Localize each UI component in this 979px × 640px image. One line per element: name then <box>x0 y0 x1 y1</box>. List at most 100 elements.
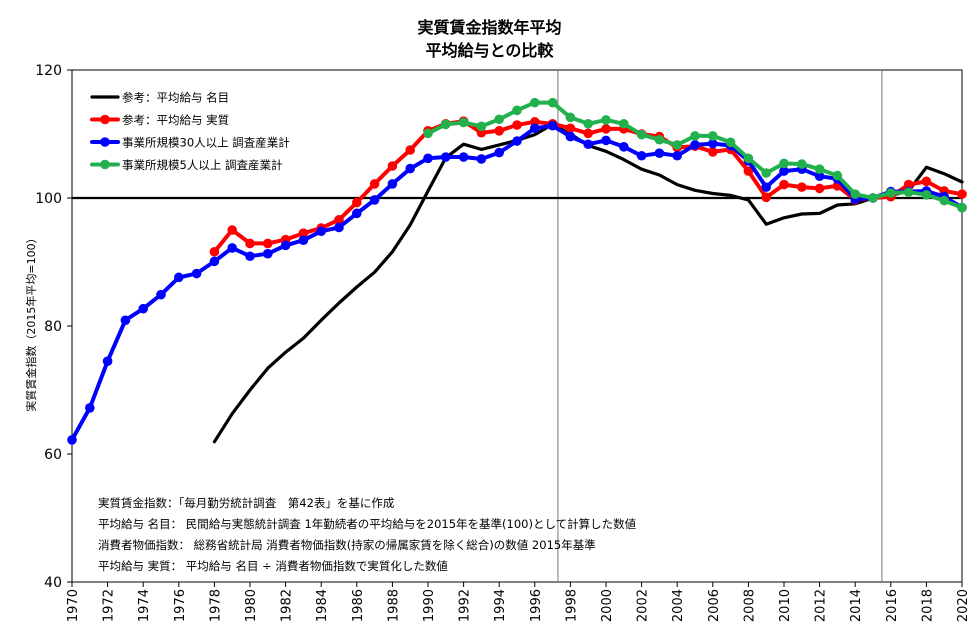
data-point <box>547 97 558 108</box>
data-point <box>921 176 932 187</box>
legend-marker <box>100 159 110 170</box>
data-point <box>280 240 291 251</box>
data-point <box>352 197 362 208</box>
data-point <box>601 115 611 125</box>
data-point <box>352 208 362 219</box>
data-point <box>476 154 487 164</box>
data-point <box>458 152 469 162</box>
note-line: 平均給与 名目： 民間給与実態統計調査 1年勤続者の平均給与を2015年を基準(… <box>98 517 637 531</box>
y-tick-label: 60 <box>44 447 62 463</box>
x-tick-label: 1988 <box>386 589 401 622</box>
data-point <box>779 166 789 176</box>
series-line <box>212 122 964 444</box>
x-tick-label: 2020 <box>956 589 971 622</box>
data-point <box>263 238 273 249</box>
data-point <box>636 129 647 140</box>
data-point <box>690 140 700 150</box>
y-tick-label: 120 <box>35 63 62 79</box>
x-tick-label: 2010 <box>778 589 793 622</box>
data-point <box>263 248 273 259</box>
x-tick-label: 1990 <box>422 589 437 622</box>
data-point <box>334 214 344 225</box>
data-point <box>708 131 718 141</box>
data-point <box>102 356 113 367</box>
data-point <box>565 112 576 123</box>
data-point <box>316 226 327 237</box>
note-line: 消費者物価指数： 総務省統計局 消費者物価指数(持家の帰属家賃を除く総合)の数値… <box>98 538 596 552</box>
data-point <box>298 228 309 238</box>
chart-title: 実質賃金指数年平均 <box>417 18 562 37</box>
source-notes: 実質賃金指数：「毎月勤労統計調査 第42表」を基に作成 平均給与 名目： 民間給… <box>98 493 636 577</box>
data-point <box>120 315 131 326</box>
data-point <box>690 131 700 141</box>
legend-label: 参考：平均給与 名目 <box>122 91 229 105</box>
data-point <box>583 118 593 129</box>
data-point <box>369 195 380 205</box>
data-point <box>227 243 237 253</box>
data-point <box>761 192 771 203</box>
data-point <box>245 238 255 249</box>
data-point <box>814 164 825 174</box>
data-point <box>530 97 540 108</box>
data-point <box>565 123 576 134</box>
data-point <box>369 179 380 189</box>
data-point <box>583 128 593 139</box>
data-point <box>494 114 505 125</box>
data-point <box>227 225 237 235</box>
data-point <box>423 153 433 164</box>
data-point <box>191 268 202 279</box>
x-tick-label: 1970 <box>66 589 81 622</box>
data-point <box>67 435 77 445</box>
data-point <box>743 166 754 176</box>
data-point <box>209 246 220 257</box>
data-point <box>708 147 718 157</box>
x-tick-label: 1978 <box>208 589 223 622</box>
data-point <box>868 193 878 203</box>
data-point <box>512 136 522 146</box>
x-tick-label: 2016 <box>885 589 900 622</box>
x-tick-label: 1986 <box>351 589 366 622</box>
y-tick-label: 40 <box>44 575 62 591</box>
data-point <box>387 179 398 189</box>
data-point <box>601 135 611 146</box>
data-point <box>512 120 522 130</box>
x-tick-label: 1982 <box>280 589 295 622</box>
x-tick-label: 1998 <box>564 589 579 622</box>
data-point <box>138 303 148 314</box>
data-point <box>797 159 807 169</box>
data-point <box>583 139 593 150</box>
data-point <box>423 128 433 139</box>
x-tick-label: 2004 <box>671 589 686 622</box>
data-point <box>619 142 629 152</box>
y-tick-label: 100 <box>35 191 62 207</box>
data-point <box>512 105 522 116</box>
x-tick-label: 1980 <box>244 589 259 622</box>
data-point <box>903 179 914 190</box>
x-tick-label: 2014 <box>849 589 864 622</box>
data-point <box>921 190 932 200</box>
x-tick-label: 1972 <box>102 589 117 622</box>
data-point <box>850 189 860 199</box>
legend-label: 事業所規模5人以上 調査産業計 <box>122 158 282 172</box>
x-tick-label: 2000 <box>600 589 615 622</box>
data-point <box>939 195 949 206</box>
data-point <box>743 153 754 164</box>
x-tick-label: 1996 <box>529 589 544 622</box>
data-point <box>494 126 505 136</box>
data-point <box>761 182 771 192</box>
x-tick-label: 1984 <box>315 589 330 622</box>
data-point <box>636 150 647 161</box>
data-point <box>565 131 576 142</box>
x-tick-label: 1976 <box>173 589 188 622</box>
data-point <box>779 158 789 169</box>
x-tick-label: 1974 <box>137 589 152 622</box>
data-point <box>458 117 469 128</box>
data-point <box>174 272 184 283</box>
data-point <box>209 256 220 267</box>
legend-marker <box>100 114 110 125</box>
x-tick-label: 2012 <box>814 589 829 622</box>
data-point <box>619 118 629 129</box>
x-tick-label: 2006 <box>707 589 722 622</box>
data-point <box>85 403 95 413</box>
